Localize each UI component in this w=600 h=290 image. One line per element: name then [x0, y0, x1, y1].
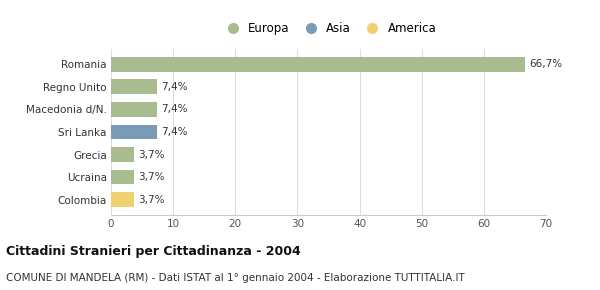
Text: 7,4%: 7,4% — [161, 82, 187, 92]
Text: 3,7%: 3,7% — [138, 195, 164, 205]
Text: 3,7%: 3,7% — [138, 172, 164, 182]
Bar — [111, 125, 157, 139]
Bar — [111, 79, 157, 94]
Text: Cittadini Stranieri per Cittadinanza - 2004: Cittadini Stranieri per Cittadinanza - 2… — [6, 245, 301, 258]
Text: COMUNE DI MANDELA (RM) - Dati ISTAT al 1° gennaio 2004 - Elaborazione TUTTITALIA: COMUNE DI MANDELA (RM) - Dati ISTAT al 1… — [6, 273, 465, 283]
Text: 7,4%: 7,4% — [161, 127, 187, 137]
Bar — [111, 147, 134, 162]
Bar — [111, 57, 526, 72]
Bar — [111, 192, 134, 207]
Bar — [111, 170, 134, 184]
Text: 7,4%: 7,4% — [161, 104, 187, 114]
Bar — [111, 102, 157, 117]
Text: 66,7%: 66,7% — [529, 59, 562, 69]
Legend: Europa, Asia, America: Europa, Asia, America — [217, 19, 440, 39]
Text: 3,7%: 3,7% — [138, 150, 164, 160]
